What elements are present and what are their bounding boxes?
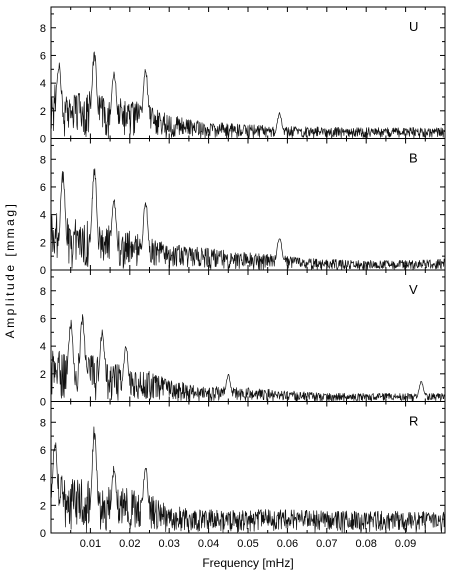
y-tick-label: 4 [40, 78, 46, 90]
x-tick-label: 0.07 [316, 538, 337, 550]
y-tick-label: 0 [40, 134, 46, 146]
x-tick-label: 0.06 [277, 538, 298, 550]
y-tick-label: 8 [40, 417, 46, 429]
y-tick-label: 6 [40, 445, 46, 457]
x-tick-label: 0.08 [355, 538, 376, 550]
panel-r: 0 2 4 6 8 0.01 0.02 0.03 0.04 0.05 0.06 0.07 0.08 0.0… [40, 401, 446, 550]
x-tick-label: 0.01 [80, 538, 101, 550]
y-tick-label: 4 [40, 473, 46, 485]
panel-b: 0 2 4 6 8 B [40, 138, 446, 277]
y-tick-label: 0 [40, 528, 46, 540]
y-tick-label: 6 [40, 182, 46, 194]
y-tick-label: 0 [40, 397, 46, 409]
y-tick-label: 2 [40, 369, 46, 381]
panel-label: R [409, 414, 418, 429]
y-tick-label: 8 [40, 286, 46, 298]
spectrum-trace [50, 168, 446, 271]
y-tick-label: 6 [40, 313, 46, 325]
y-axis-label: Amplitude [mmag] [3, 202, 17, 339]
y-tick-label: 0 [40, 265, 46, 277]
panel-u: 0 2 4 6 8 U [40, 6, 446, 146]
x-axis-label: Frequency [mHz] [202, 556, 293, 570]
y-tick-label: 4 [40, 341, 46, 353]
panel-label: U [409, 19, 418, 34]
x-tick-label: 0.02 [119, 538, 140, 550]
panel-v: 0 2 4 6 8 V [40, 269, 446, 409]
y-tick-label: 4 [40, 210, 46, 222]
spectrum-trace [50, 51, 446, 139]
x-tick-label: 0.04 [198, 538, 219, 550]
spectrum-trace [50, 426, 446, 534]
panel-frame [50, 138, 446, 271]
y-tick-label: 8 [40, 154, 46, 166]
y-tick-label: 2 [40, 106, 46, 118]
panel-label: B [409, 151, 418, 166]
y-tick-label: 2 [40, 237, 46, 249]
panel-label: V [409, 282, 418, 297]
x-tick-label: 0.09 [395, 538, 416, 550]
y-tick-label: 6 [40, 50, 46, 62]
x-tick-label: 0.05 [237, 538, 258, 550]
y-tick-label: 2 [40, 500, 46, 512]
spectrum-trace [50, 314, 446, 402]
x-tick-label: 0.03 [158, 538, 179, 550]
y-tick-label: 8 [40, 23, 46, 35]
